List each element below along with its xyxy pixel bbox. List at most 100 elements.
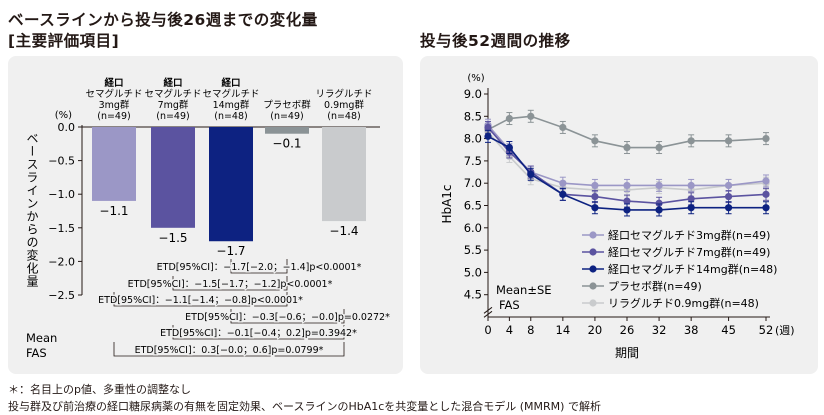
line-point [591,181,599,190]
line-point [623,197,631,205]
bar-category-label: 経口 [104,77,123,89]
line-point [484,132,492,140]
line-point [655,199,663,207]
line-y-tick-label: 6.0 [464,221,482,235]
bar-category-label: 経口 [163,77,182,89]
bar-comparison-bracket [113,292,288,307]
line-x-tick-label: 4 [506,323,513,337]
line-point [559,179,567,187]
bar-3 [209,127,253,242]
bar-comparison-label: ETD[95%CI]：−0.1[−0.4；0.2]p=0.3942* [160,328,357,339]
line-y-tick-label: 8.0 [464,132,482,146]
line-y-axis-label: HbA1c [440,184,454,223]
bar-1 [92,127,136,201]
right-chart-title: 投与後52週間の推移 [420,32,571,50]
bar-comparison-bracket [113,342,345,357]
bar-y-tick-label: 0.0 [58,121,76,134]
line-y-tick-label: 8.5 [464,109,482,123]
line-point [623,181,631,190]
bar-y-tick-label: −2.0 [48,255,75,268]
right-chart-panel [420,56,818,374]
bar-category-label: (n=49) [156,111,189,122]
line-y-tick-label: 4.5 [464,288,482,302]
bar-4 [265,127,309,134]
line-point [484,123,492,132]
line-point [724,204,733,212]
bar-category-label: リラグルチド [315,88,372,100]
bar-comparison-bracket [172,276,288,291]
line-x-tick-label: 26 [620,323,635,337]
line-point [724,192,733,201]
bar-comparison-bracket [230,259,288,274]
line-x-unit: (週) [775,324,795,337]
line-point [505,114,513,123]
bar-category-label: (n=49) [97,111,130,122]
footnote-nominal-p: ＊：名目上のp値、多重性の調整なし [8,383,191,396]
line-x-tick-label: 52 [759,323,774,337]
bar-comparison-label: ETD[95%CI]：0.3[−0.0；0.6]p=0.0799* [135,345,324,356]
line-x-axis-label: 期間 [615,346,639,360]
bar-y-unit: (%) [55,110,72,121]
line-series-4 [487,115,767,149]
bar-y-tick-label: −1.0 [48,188,75,201]
line-point [623,143,631,152]
bar-stat-note: Mean [26,331,57,345]
line-point [505,143,513,152]
line-point [655,206,663,214]
line-point [655,143,663,152]
line-point [687,195,695,203]
bar-value-label: −1.5 [158,231,187,245]
bar-category-label: 0.9mg群 [324,99,364,111]
line-point [687,137,695,145]
line-x-tick-label: 32 [652,323,667,337]
line-point [762,190,770,198]
bar-category-label: 14mg群 [213,99,250,111]
bar-category-label: 7mg群 [158,99,189,111]
bar-value-label: −0.1 [272,137,301,151]
line-point [687,181,695,190]
line-point [724,137,733,145]
left-chart-title-line2: [主要評価項目] [8,32,120,50]
line-series-5 [487,131,767,191]
legend-swatch-marker [589,282,597,290]
bar-y-tick-label: −0.5 [48,155,75,168]
line-x-tick-label: 8 [527,323,534,337]
line-y-tick-label: 5.5 [464,243,482,257]
line-point [591,204,599,212]
legend-swatch-marker [589,248,597,256]
bar-category-label: (n=48) [214,111,247,122]
bar-value-label: −1.1 [99,204,128,218]
line-point [762,135,770,143]
line-point [591,192,599,201]
legend-label: プラセボ群(n=49) [608,279,702,293]
line-y-unit: (%) [467,73,484,84]
bar-comparison-label: ETD[95%CI]：−1.1[−1.4；−0.8]p<0.0001* [98,295,303,306]
line-point [559,190,567,198]
line-x-tick-label: 0 [484,323,491,337]
bar-category-label: セマグルチド [85,88,142,100]
bar-value-label: −1.7 [216,244,245,258]
legend-swatch-marker [589,231,597,239]
line-point [559,123,567,132]
line-y-tick-label: 7.5 [464,154,482,168]
legend-swatch-marker [589,265,597,273]
footnote-analysis-method: 投与群及び前治療の経口糖尿病薬の有無を固定効果、ベースラインのHbA1cを共変量… [8,400,601,413]
line-point [687,204,695,212]
line-y-tick-label: 7.0 [464,176,482,190]
bar-category-label: 3mg群 [99,99,130,111]
line-x-tick-label: 38 [684,323,699,337]
line-point [591,137,599,145]
legend-label: 経口セマグルチド7mg群(n=49) [608,245,770,259]
line-stat-note: Mean±SE [496,283,552,297]
bar-y-tick-label: −1.5 [48,222,75,235]
line-point [724,181,733,190]
line-point [527,170,535,178]
line-stat-note: FAS [499,298,520,312]
line-y-tick-label: 9.0 [464,87,482,101]
bar-stat-note: FAS [26,346,47,360]
line-point [762,177,770,185]
legend-label: 経口セマグルチド3mg群(n=49) [608,228,770,242]
line-y-tick-label: 5.0 [464,265,482,279]
legend-label: リラグルチド0.9mg群(n=48) [608,296,759,310]
